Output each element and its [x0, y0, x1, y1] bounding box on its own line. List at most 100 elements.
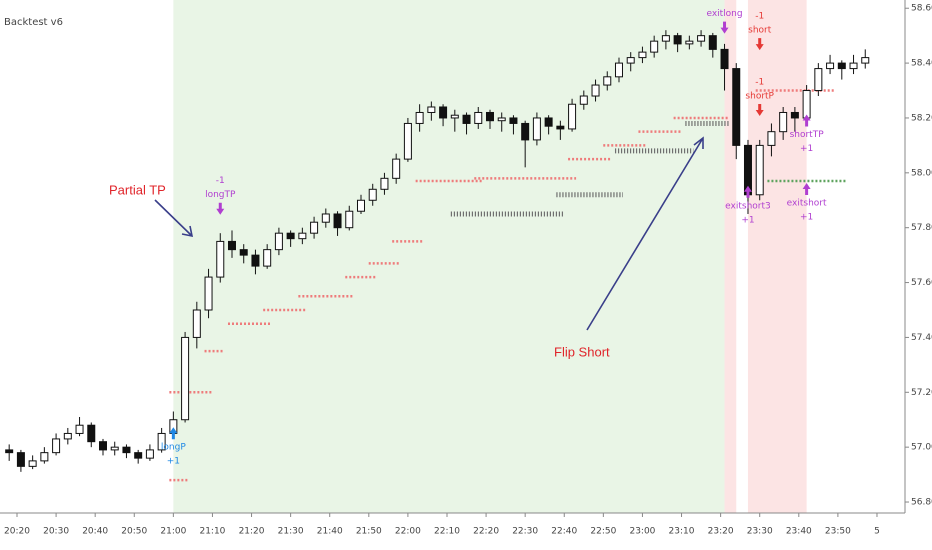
- candle-body: [532, 117, 541, 141]
- x-tick-label: 20:40: [82, 527, 108, 537]
- x-tick-label: 22:00: [395, 527, 421, 537]
- candle-body: [755, 144, 764, 196]
- signal-label: +1: [167, 457, 180, 467]
- candle-body: [427, 106, 436, 113]
- x-tick-label: 21:40: [317, 527, 343, 537]
- y-tick-label: 58.60: [911, 4, 932, 14]
- candle-body: [638, 51, 647, 59]
- candle-body: [450, 114, 459, 119]
- candle-body: [697, 35, 706, 42]
- candle-body: [415, 111, 424, 124]
- x-tick-label: 21:50: [356, 527, 382, 537]
- x-tick-label: 23:40: [786, 527, 812, 537]
- plot: [5, 0, 870, 513]
- session-shading: [724, 0, 737, 513]
- y-tick-label: 58.40: [911, 59, 932, 69]
- candle-body: [685, 40, 694, 45]
- candle-body: [122, 446, 131, 454]
- annotation-arrow: [586, 136, 704, 331]
- annotation: Partial TP: [109, 182, 166, 197]
- candle-body: [274, 232, 283, 251]
- candle-body: [286, 232, 295, 240]
- candle-body: [497, 117, 506, 122]
- x-tick-label: 23:50: [825, 527, 851, 537]
- signal-label: longTP: [205, 190, 236, 200]
- candle-body: [720, 48, 729, 70]
- candle-body: [5, 449, 14, 454]
- candle-body: [439, 106, 448, 119]
- x-tick-label: 5: [874, 527, 880, 537]
- x-tick-label: 21:00: [160, 527, 186, 537]
- candle-body: [708, 35, 717, 50]
- candle-body: [192, 309, 201, 338]
- x-tick-label: 21:10: [199, 527, 225, 537]
- signal-label: -1: [216, 176, 225, 186]
- candle-body: [837, 62, 846, 70]
- signal-label: -1: [755, 77, 764, 87]
- candle-body: [673, 35, 682, 45]
- candle-body: [814, 68, 823, 92]
- x-tick-label: 23:00: [629, 527, 655, 537]
- y-tick-label: 57.80: [911, 223, 932, 233]
- y-tick-label: 57.60: [911, 278, 932, 288]
- x-tick-label: 23:30: [747, 527, 773, 537]
- candle-body: [227, 240, 236, 251]
- signal-label: exitlong: [706, 9, 742, 19]
- candle-body: [87, 424, 96, 443]
- candle-body: [181, 336, 190, 421]
- candle-body: [333, 213, 342, 229]
- candle-body: [544, 117, 553, 127]
- candle-body: [345, 210, 354, 229]
- x-tick-label: 20:50: [121, 527, 147, 537]
- x-tick-label: 22:10: [434, 527, 460, 537]
- signal-label: shortP: [745, 91, 774, 101]
- signal-arrow: [216, 202, 225, 215]
- candle-body: [63, 432, 72, 440]
- candle-body: [204, 276, 213, 311]
- signal-arrow: [755, 38, 764, 51]
- signal-label: +1: [800, 213, 813, 223]
- candle-body: [790, 111, 799, 119]
- candle-body: [579, 95, 588, 105]
- candle-body: [462, 114, 471, 124]
- signal-label: shortTP: [790, 130, 825, 140]
- candle-body: [368, 188, 377, 201]
- candle-body: [157, 432, 166, 451]
- candle-body: [849, 62, 858, 70]
- candle-body: [861, 57, 870, 64]
- candle-body: [661, 35, 670, 42]
- signal-label: exitshort3: [725, 201, 771, 211]
- x-tick-label: 22:20: [473, 527, 499, 537]
- candle-body: [110, 446, 119, 451]
- y-tick-label: 57.20: [911, 388, 932, 398]
- candle-body: [392, 158, 401, 179]
- y-tick-label: 56.80: [911, 498, 932, 508]
- candle-body: [380, 177, 389, 190]
- candle-body: [98, 441, 107, 451]
- candle-body: [626, 57, 635, 64]
- candle-body: [802, 90, 811, 119]
- x-tick-label: 21:30: [278, 527, 304, 537]
- candle-body: [263, 249, 272, 267]
- session-shading: [747, 0, 807, 513]
- y-tick-label: 58.00: [911, 168, 932, 178]
- signal-label: longP: [161, 443, 186, 453]
- candle-body: [603, 76, 612, 86]
- x-tick-label: 22:50: [590, 527, 616, 537]
- candle-body: [485, 111, 494, 122]
- signal-label: +1: [741, 215, 754, 225]
- x-tick-label: 23:10: [669, 527, 695, 537]
- candle-body: [16, 452, 25, 467]
- candle-body: [591, 84, 600, 97]
- candle-body: [356, 199, 365, 212]
- signal-arrow: [169, 427, 178, 440]
- candle-body: [28, 460, 37, 467]
- candle-body: [251, 254, 260, 267]
- candle-body: [767, 131, 776, 146]
- candle-body: [52, 438, 61, 454]
- candle-body: [650, 40, 659, 53]
- candle-body: [321, 213, 330, 223]
- annotation-arrow: [154, 199, 194, 238]
- signal-arrow: [743, 185, 752, 198]
